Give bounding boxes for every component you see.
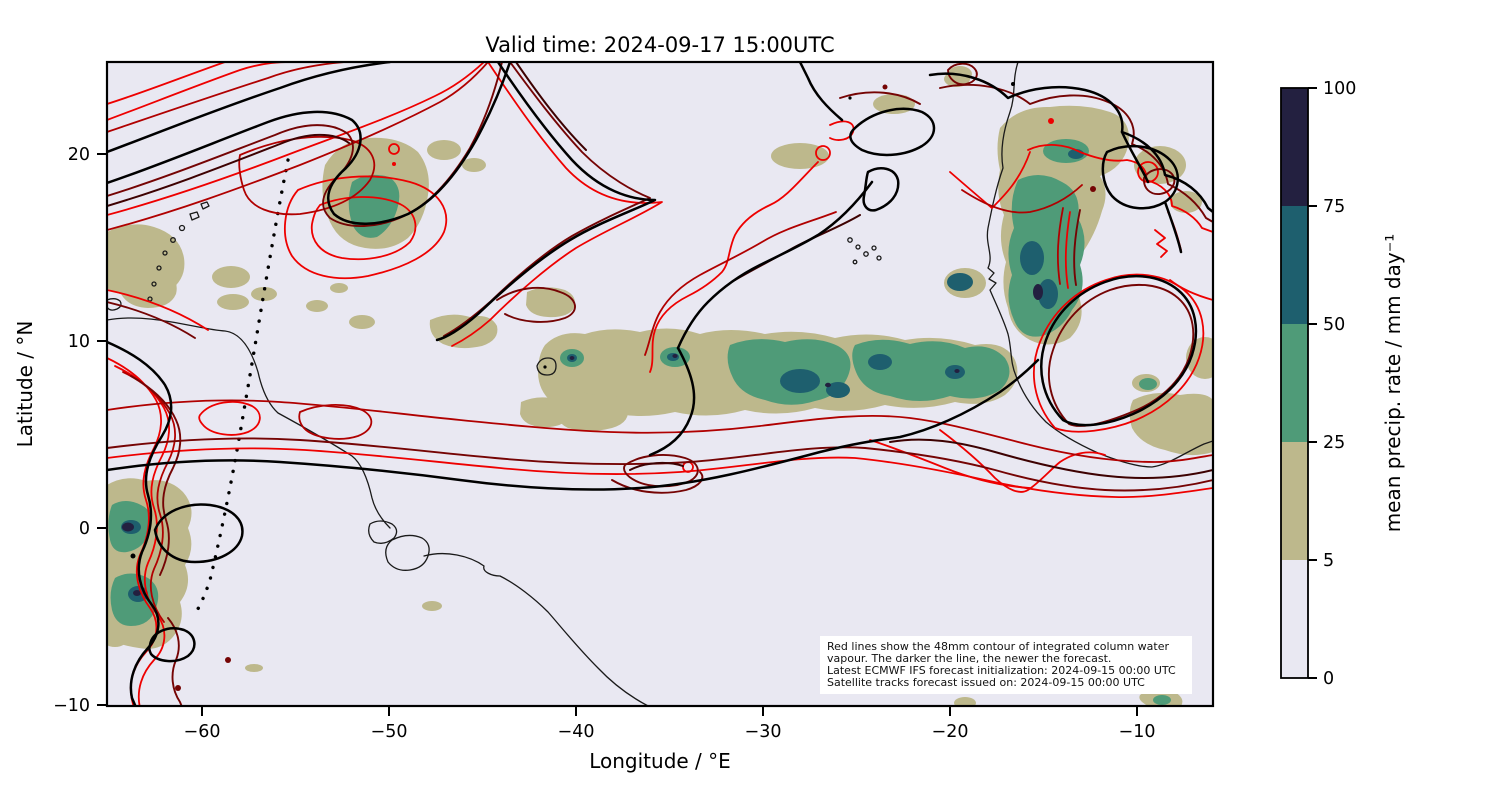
iwv-contour-black — [107, 62, 1213, 706]
iwv-contour-red-darkest — [107, 62, 1213, 479]
iwv-contour-red-dark — [107, 62, 1213, 706]
plot-frame — [105, 60, 1215, 708]
colorbar-tick-label: 5 — [1323, 551, 1334, 571]
map-area — [107, 62, 1213, 706]
annotation-box: Red lines show the 48mm contour of integ… — [820, 636, 1192, 694]
colorbar: 100 75 50 25 5 0 mean precip. rate / mm … — [1280, 79, 1405, 689]
colorbar-segment-50-75 — [1281, 206, 1308, 324]
amazon-delta-island — [385, 534, 430, 571]
y-axis: 20 10 0 −10 Latitude / °N — [13, 145, 107, 716]
colorbar-label: mean precip. rate / mm day⁻¹ — [1381, 234, 1405, 533]
antilles-island — [178, 224, 186, 232]
cape-verde-island — [847, 237, 853, 243]
colorbar-tick-label: 25 — [1323, 433, 1345, 453]
map-dot — [130, 553, 136, 559]
amazon-delta-island — [368, 520, 398, 544]
south-america-coastline — [107, 317, 391, 529]
colorbar-segment-25-50 — [1281, 324, 1308, 442]
antilles-island — [189, 211, 200, 221]
x-tick-label: −40 — [558, 722, 595, 742]
annotation-background — [820, 636, 1192, 694]
iwv-contour-red-mid — [107, 62, 1213, 623]
colorbar-segment-5-25 — [1281, 442, 1308, 560]
antilles-island — [162, 250, 168, 256]
antilles-island — [151, 281, 157, 287]
cape-verde-island — [876, 255, 882, 261]
colorbar-tick-label: 100 — [1323, 79, 1356, 99]
x-tick-label: −60 — [184, 722, 221, 742]
colorbar-tick-label: 50 — [1323, 315, 1345, 335]
map-dot — [543, 365, 547, 369]
antilles-island — [156, 265, 162, 271]
x-axis-label: Longitude / °E — [589, 749, 731, 773]
colorbar-tick-label: 75 — [1323, 197, 1345, 217]
map-dot — [848, 96, 852, 100]
cape-verde-island — [863, 251, 869, 257]
y-tick-label: 10 — [68, 332, 90, 352]
colorbar-segment-75-100 — [1281, 88, 1308, 206]
annotation-line: vapour. The darker the line, the newer t… — [827, 652, 1111, 665]
colorbar-tick-label: 0 — [1323, 669, 1334, 689]
y-tick-label: 20 — [68, 145, 90, 165]
cape-verde-island — [855, 244, 861, 250]
cape-verde-island — [871, 245, 877, 251]
antilles-island — [170, 237, 176, 243]
colorbar-frame — [1280, 87, 1309, 679]
brazil-coastline — [423, 553, 650, 706]
cape-verde-island — [852, 259, 858, 265]
x-tick-label: −50 — [371, 722, 408, 742]
plot-title: Valid time: 2024-09-17 15:00UTC — [485, 33, 834, 57]
antilles-island — [200, 201, 210, 210]
x-tick-label: −30 — [745, 722, 782, 742]
annotation-line: Red lines show the 48mm contour of integ… — [827, 640, 1169, 653]
x-axis: −60 −50 −40 −30 −20 −10 Longitude / °E — [184, 706, 1156, 773]
x-tick-label: −10 — [1119, 722, 1156, 742]
y-tick-label: 0 — [79, 519, 90, 539]
small-islet — [536, 357, 557, 376]
map-dot — [1011, 82, 1015, 86]
precip-filled-contours-heavy — [108, 139, 1171, 705]
y-tick-label: −10 — [53, 696, 90, 716]
colorbar-segment-0-5 — [1281, 560, 1308, 678]
x-tick-label: −20 — [932, 722, 969, 742]
y-axis-label: Latitude / °N — [13, 321, 37, 448]
annotation-line: Latest ECMWF IFS forecast initialization… — [827, 664, 1176, 677]
annotation-line: Satellite tracks forecast issued on: 202… — [827, 676, 1145, 689]
